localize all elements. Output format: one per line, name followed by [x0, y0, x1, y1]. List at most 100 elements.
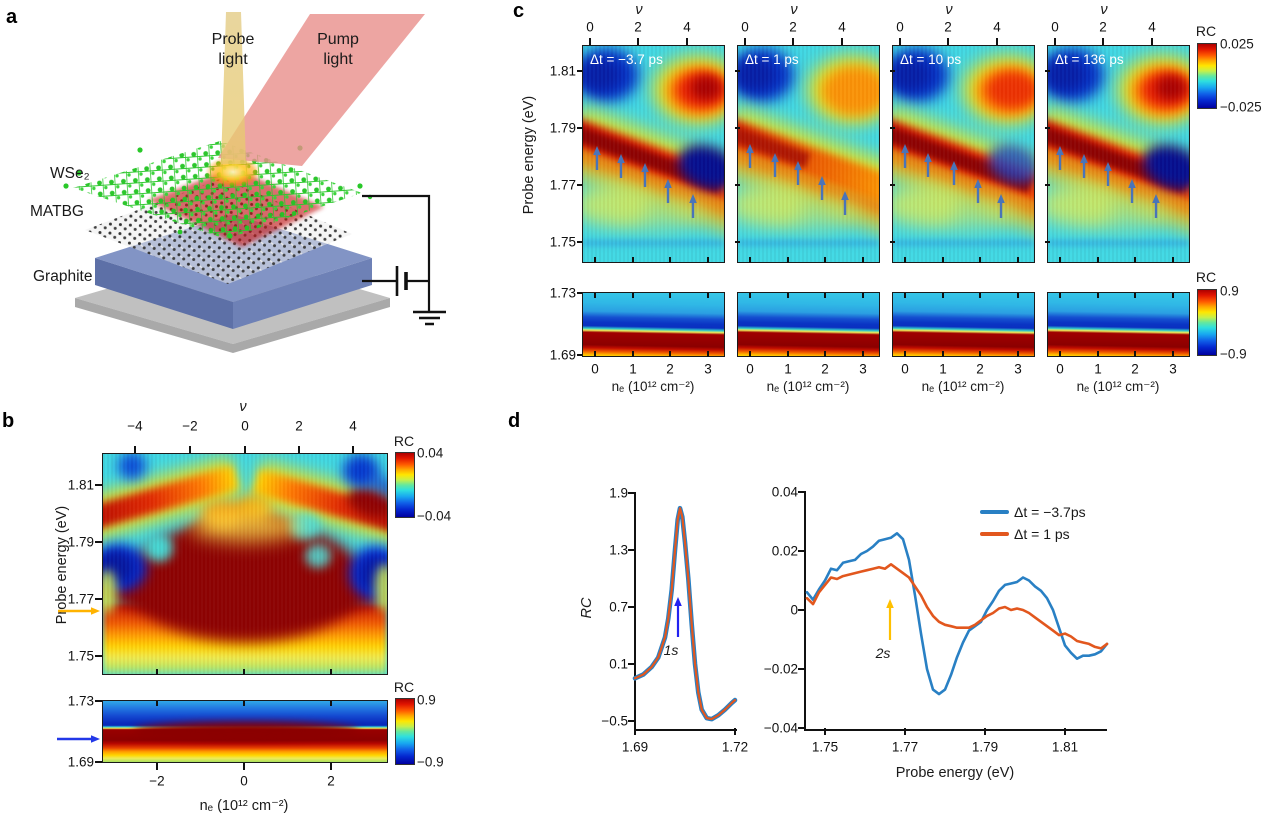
b-top-axis-title: ν	[239, 399, 247, 415]
c-x-axis-title-2: nₑ (10¹² cm⁻²)	[766, 379, 850, 394]
c-x-axis-title-1: nₑ (10¹² cm⁻²)	[611, 379, 695, 394]
ground-icon	[413, 310, 446, 326]
c-y-axis-title: Probe energy (eV)	[521, 95, 537, 215]
b-marker-arrows	[57, 607, 100, 743]
delay-label-4: Δt = 136 ps	[1055, 52, 1124, 67]
panel-label-a: a	[6, 6, 18, 28]
c-top-axis-title-3: ν	[945, 2, 953, 18]
d-x-axis-title: Probe energy (eV)	[895, 765, 1015, 781]
annotation-1s: 1s	[663, 642, 679, 658]
c-colorbar-lower-title: RC	[1195, 269, 1217, 285]
matbg-label: MATBG	[30, 203, 84, 220]
c-colorbar-lower-min: −0.9	[1220, 346, 1247, 362]
c-arrows-delay-4	[1056, 146, 1160, 218]
panel-label-d: d	[508, 410, 521, 432]
c-top-axis-title-2: ν	[790, 2, 798, 18]
c-arrows-delay-3	[901, 144, 1005, 218]
pumped-region	[148, 168, 324, 247]
d-left-curve-under	[632, 505, 738, 722]
legend-swatch-delay-pos	[980, 532, 1009, 536]
b-colorbar-main-max: 0.04	[417, 445, 444, 461]
c-x-axis-title-3: nₑ (10¹² cm⁻²)	[921, 379, 1005, 394]
c-x-axis-title-4: nₑ (10¹² cm⁻²)	[1076, 379, 1160, 394]
delay-label-2: Δt = 1 ps	[745, 52, 799, 67]
b-colorbar-lower-max: 0.9	[417, 692, 436, 708]
b-colorbar-lower-min: −0.9	[417, 754, 444, 770]
wse2-label: WSe₂	[50, 165, 90, 182]
wse2-layer	[63, 141, 373, 239]
probe-light-label-2: light	[218, 51, 248, 68]
graphite-label: Graphite	[33, 268, 92, 285]
d-left-y-axis-title: RC	[579, 597, 595, 619]
heatmap-c-delay-1: Δt = −3.7 ps	[582, 45, 725, 263]
annotation-2s: 2s	[875, 645, 891, 661]
delay-label-1: Δt = −3.7 ps	[590, 52, 663, 67]
probe-light-label-1: Probe	[212, 31, 255, 48]
probe-beam	[221, 12, 246, 164]
c-colorbar-main-min: −0.025	[1220, 99, 1262, 115]
heatmap-c-lower-2	[737, 292, 880, 357]
b-y-axis-title: Probe energy (eV)	[54, 505, 70, 625]
heatmap-c-delay-4: Δt = 136 ps	[1047, 45, 1190, 263]
b-colorbar-main	[395, 452, 415, 518]
device-schematic: Probe light Pump light WSe₂ MATBG Graphi…	[30, 12, 446, 353]
delay-label-3: Δt = 10 ps	[900, 52, 962, 67]
b-colorbar-lower	[395, 698, 415, 765]
gate-circuit	[362, 194, 446, 326]
b-x-axis-title: nₑ (10¹² cm⁻²)	[199, 798, 289, 814]
d-right-curve-orange	[805, 562, 1109, 650]
b-colorbar-main-title: RC	[393, 433, 415, 449]
substrate-slab	[95, 214, 372, 329]
legend-label-delay-pos: Δt = 1 ps	[1014, 526, 1070, 542]
heatmap-c-delay-3: Δt = 10 ps	[892, 45, 1035, 263]
c-top-axis-title-1: ν	[635, 2, 643, 18]
d-right-curve-blue	[805, 531, 1109, 696]
legend-label-delay-neg: Δt = −3.7ps	[1014, 504, 1086, 520]
heatmap-b-main	[102, 453, 388, 675]
c-top-axis-title-4: ν	[1100, 2, 1108, 18]
d-left-plot-axes	[634, 492, 737, 731]
panel-label-b: b	[2, 410, 15, 432]
d-left-curve-over	[633, 507, 737, 721]
legend-swatch-delay-neg	[980, 510, 1009, 514]
c-colorbar-main	[1197, 43, 1217, 109]
b-colorbar-main-min: −0.04	[417, 508, 452, 524]
pump-light-label-1: Pump	[317, 31, 359, 48]
heatmap-b-lower	[102, 700, 388, 763]
d-annotation-arrows	[674, 597, 894, 640]
laser-spot	[205, 156, 261, 188]
c-arrows-delay-1	[593, 146, 697, 218]
pump-beam	[218, 14, 425, 166]
pump-light-label-2: light	[323, 51, 353, 68]
heatmap-c-lower-1	[582, 292, 725, 357]
c-colorbar-main-title: RC	[1195, 23, 1217, 39]
c-colorbar-lower-max: 0.9	[1220, 283, 1239, 299]
graphite-layer	[75, 252, 390, 353]
c-colorbar-lower	[1197, 289, 1217, 356]
d-right-plot-axes	[804, 491, 1107, 731]
c-arrows-delay-2	[746, 144, 849, 215]
heatmap-c-lower-3	[892, 292, 1035, 357]
heatmap-c-delay-2: Δt = 1 ps	[737, 45, 880, 263]
panel-label-c: c	[513, 0, 525, 22]
heatmap-c-lower-4	[1047, 292, 1190, 357]
matbg-layer	[85, 178, 352, 284]
